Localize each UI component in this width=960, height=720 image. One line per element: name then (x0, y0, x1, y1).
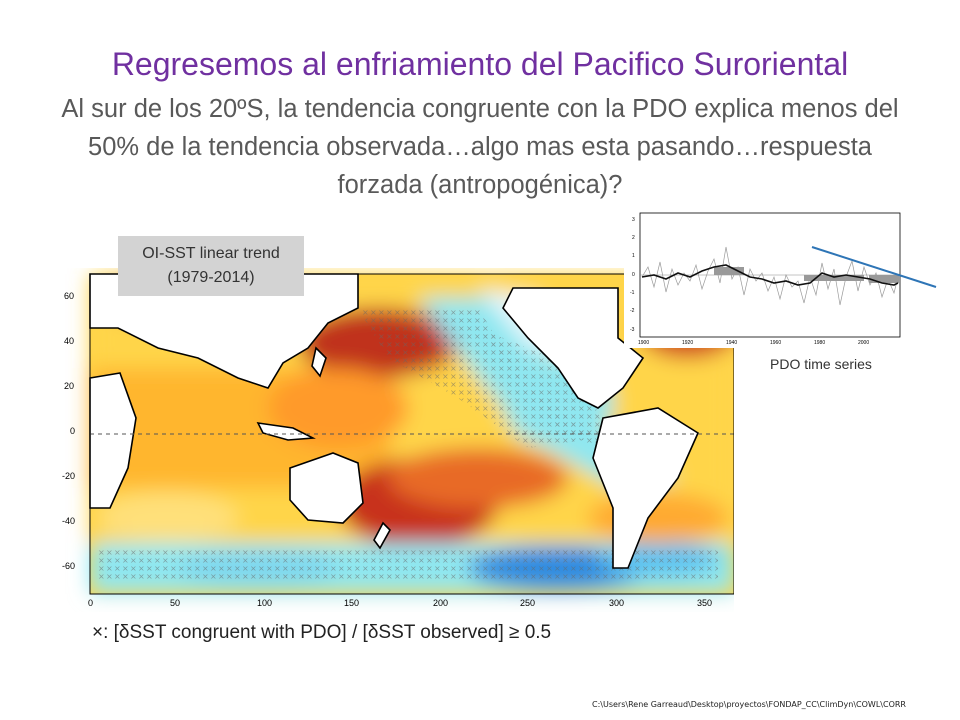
pdo-y-tick: 1 (632, 253, 635, 259)
south-america (592, 407, 700, 569)
slide-subtitle: Al sur de los 20ºS, la tendencia congrue… (61, 95, 899, 199)
map-y-tick: 60 (64, 291, 74, 301)
trend-label-line1: OI-SST linear trend (142, 245, 280, 262)
pdo-x-tick: 1920 (682, 340, 693, 346)
map-y-tick: 0 (70, 426, 75, 436)
pdo-bars (714, 267, 899, 283)
map-y-tick: 40 (64, 336, 74, 346)
pdo-y-tick: -1 (630, 290, 635, 296)
map-x-tick: 150 (344, 598, 359, 608)
map-x-tick: 100 (257, 598, 272, 608)
indonesia (256, 421, 316, 441)
australia (289, 452, 364, 524)
map-y-tick: 20 (64, 381, 74, 391)
pdo-smoothed-series (641, 264, 899, 286)
map-x-tick: 300 (609, 598, 624, 608)
map-x-tick: 0 (88, 598, 93, 608)
trend-label-box: OI-SST linear trend (1979-2014) (118, 236, 304, 296)
pdo-caption: PDO time series (770, 356, 872, 372)
map-y-tick: -40 (62, 516, 75, 526)
pdo-monthly-series (641, 246, 899, 306)
map-y-tick: -60 (62, 561, 75, 571)
map-x-tick: 200 (433, 598, 448, 608)
north-america (502, 287, 645, 409)
slide-title: Regresemos al enfriamiento del Pacifico … (111, 46, 849, 82)
pdo-time-series-chart: 3 2 1 0 -1 -2 -3 1900 1920 1940 1960 198… (624, 207, 946, 348)
pdo-y-tick: -2 (630, 308, 635, 314)
pdo-x-tick: 2000 (858, 340, 869, 346)
pdo-y-tick: -3 (630, 327, 635, 333)
pdo-trend-line (811, 246, 937, 288)
pdo-x-tick: 1900 (638, 340, 649, 346)
footer-file-path: C:\Users\Rene Garreaud\Desktop\proyectos… (592, 700, 906, 709)
pdo-y-tick: 3 (632, 217, 635, 223)
map-x-tick: 250 (520, 598, 535, 608)
trend-label-line2: (1979-2014) (167, 269, 255, 286)
pdo-y-tick: 0 (632, 272, 635, 278)
pdo-x-tick: 1960 (770, 340, 781, 346)
map-x-tick: 350 (697, 598, 712, 608)
pdo-y-tick: 2 (632, 235, 635, 241)
congruence-formula: ×: [δSST congruent with PDO] / [δSST obs… (92, 622, 552, 643)
asia (89, 273, 359, 389)
continents (89, 273, 734, 569)
map-y-tick: -20 (62, 471, 75, 481)
map-x-tick: 50 (170, 598, 180, 608)
japan (311, 346, 327, 378)
pdo-x-tick: 1940 (726, 340, 737, 346)
pdo-x-tick: 1980 (814, 340, 825, 346)
new-zealand (373, 521, 391, 550)
